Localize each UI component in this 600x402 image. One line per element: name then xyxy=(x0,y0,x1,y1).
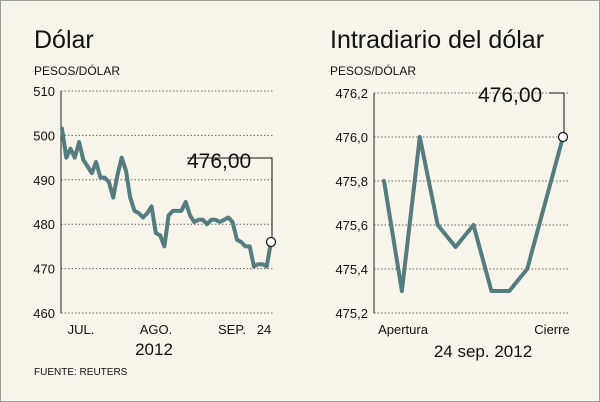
chart1-last-value-callout xyxy=(187,157,273,237)
y-tick-label: 470 xyxy=(33,262,55,277)
source-note: FUENTE: REUTERS xyxy=(34,367,128,378)
y-tick-label: 480 xyxy=(33,217,55,232)
y-tick-label: 510 xyxy=(33,84,55,99)
chart1-x-ticks: JUL. AGO. SEP. 24 xyxy=(68,322,272,337)
series-line xyxy=(382,135,565,293)
x-tick-label: Cierre xyxy=(534,322,569,337)
chart2-y-ticks: 476,2 476,0 475,8 475,6 475,4 475,2 xyxy=(335,86,368,321)
chart1-y-ticks: 510 500 490 480 470 460 xyxy=(33,84,55,321)
y-tick-label: 476,0 xyxy=(335,130,368,145)
y-tick-label: 475,8 xyxy=(335,174,368,189)
chart1-gridlines xyxy=(60,90,273,314)
chart1-year-label: 2012 xyxy=(135,340,173,359)
callout-leader xyxy=(549,92,565,132)
y-tick-label: 475,2 xyxy=(335,306,368,321)
chart2-last-value-callout xyxy=(549,92,565,132)
last-point-marker xyxy=(265,236,277,248)
x-tick-label: SEP. xyxy=(218,322,246,337)
x-tick-label: AGO. xyxy=(140,322,173,337)
chart1-unit-label: PESOS/DÓLAR xyxy=(34,63,120,78)
chart2-date-label: 24 sep. 2012 xyxy=(434,342,532,361)
chart1-last-value-label: 476,00 xyxy=(187,150,251,173)
y-tick-label: 475,4 xyxy=(335,262,368,277)
y-tick-label: 490 xyxy=(33,173,55,188)
callout-leader xyxy=(187,157,273,237)
last-point-marker xyxy=(557,131,569,143)
series-line xyxy=(60,126,273,269)
y-tick-label: 476,2 xyxy=(335,86,368,101)
x-tick-label: 24 xyxy=(257,322,271,337)
chart2-unit-label: PESOS/DÓLAR xyxy=(330,63,416,78)
y-tick-label: 475,6 xyxy=(335,218,368,233)
x-tick-label: JUL. xyxy=(68,322,95,337)
x-tick-label: Apertura xyxy=(378,322,429,337)
chart2-last-value-label: 476,00 xyxy=(478,84,542,107)
chart2-x-ticks: Apertura Cierre xyxy=(378,322,570,337)
chart1-title: Dólar xyxy=(34,26,94,54)
chart2-title: Intradiario del dólar xyxy=(330,26,544,54)
y-tick-label: 500 xyxy=(33,128,55,143)
y-tick-label: 460 xyxy=(33,306,55,321)
